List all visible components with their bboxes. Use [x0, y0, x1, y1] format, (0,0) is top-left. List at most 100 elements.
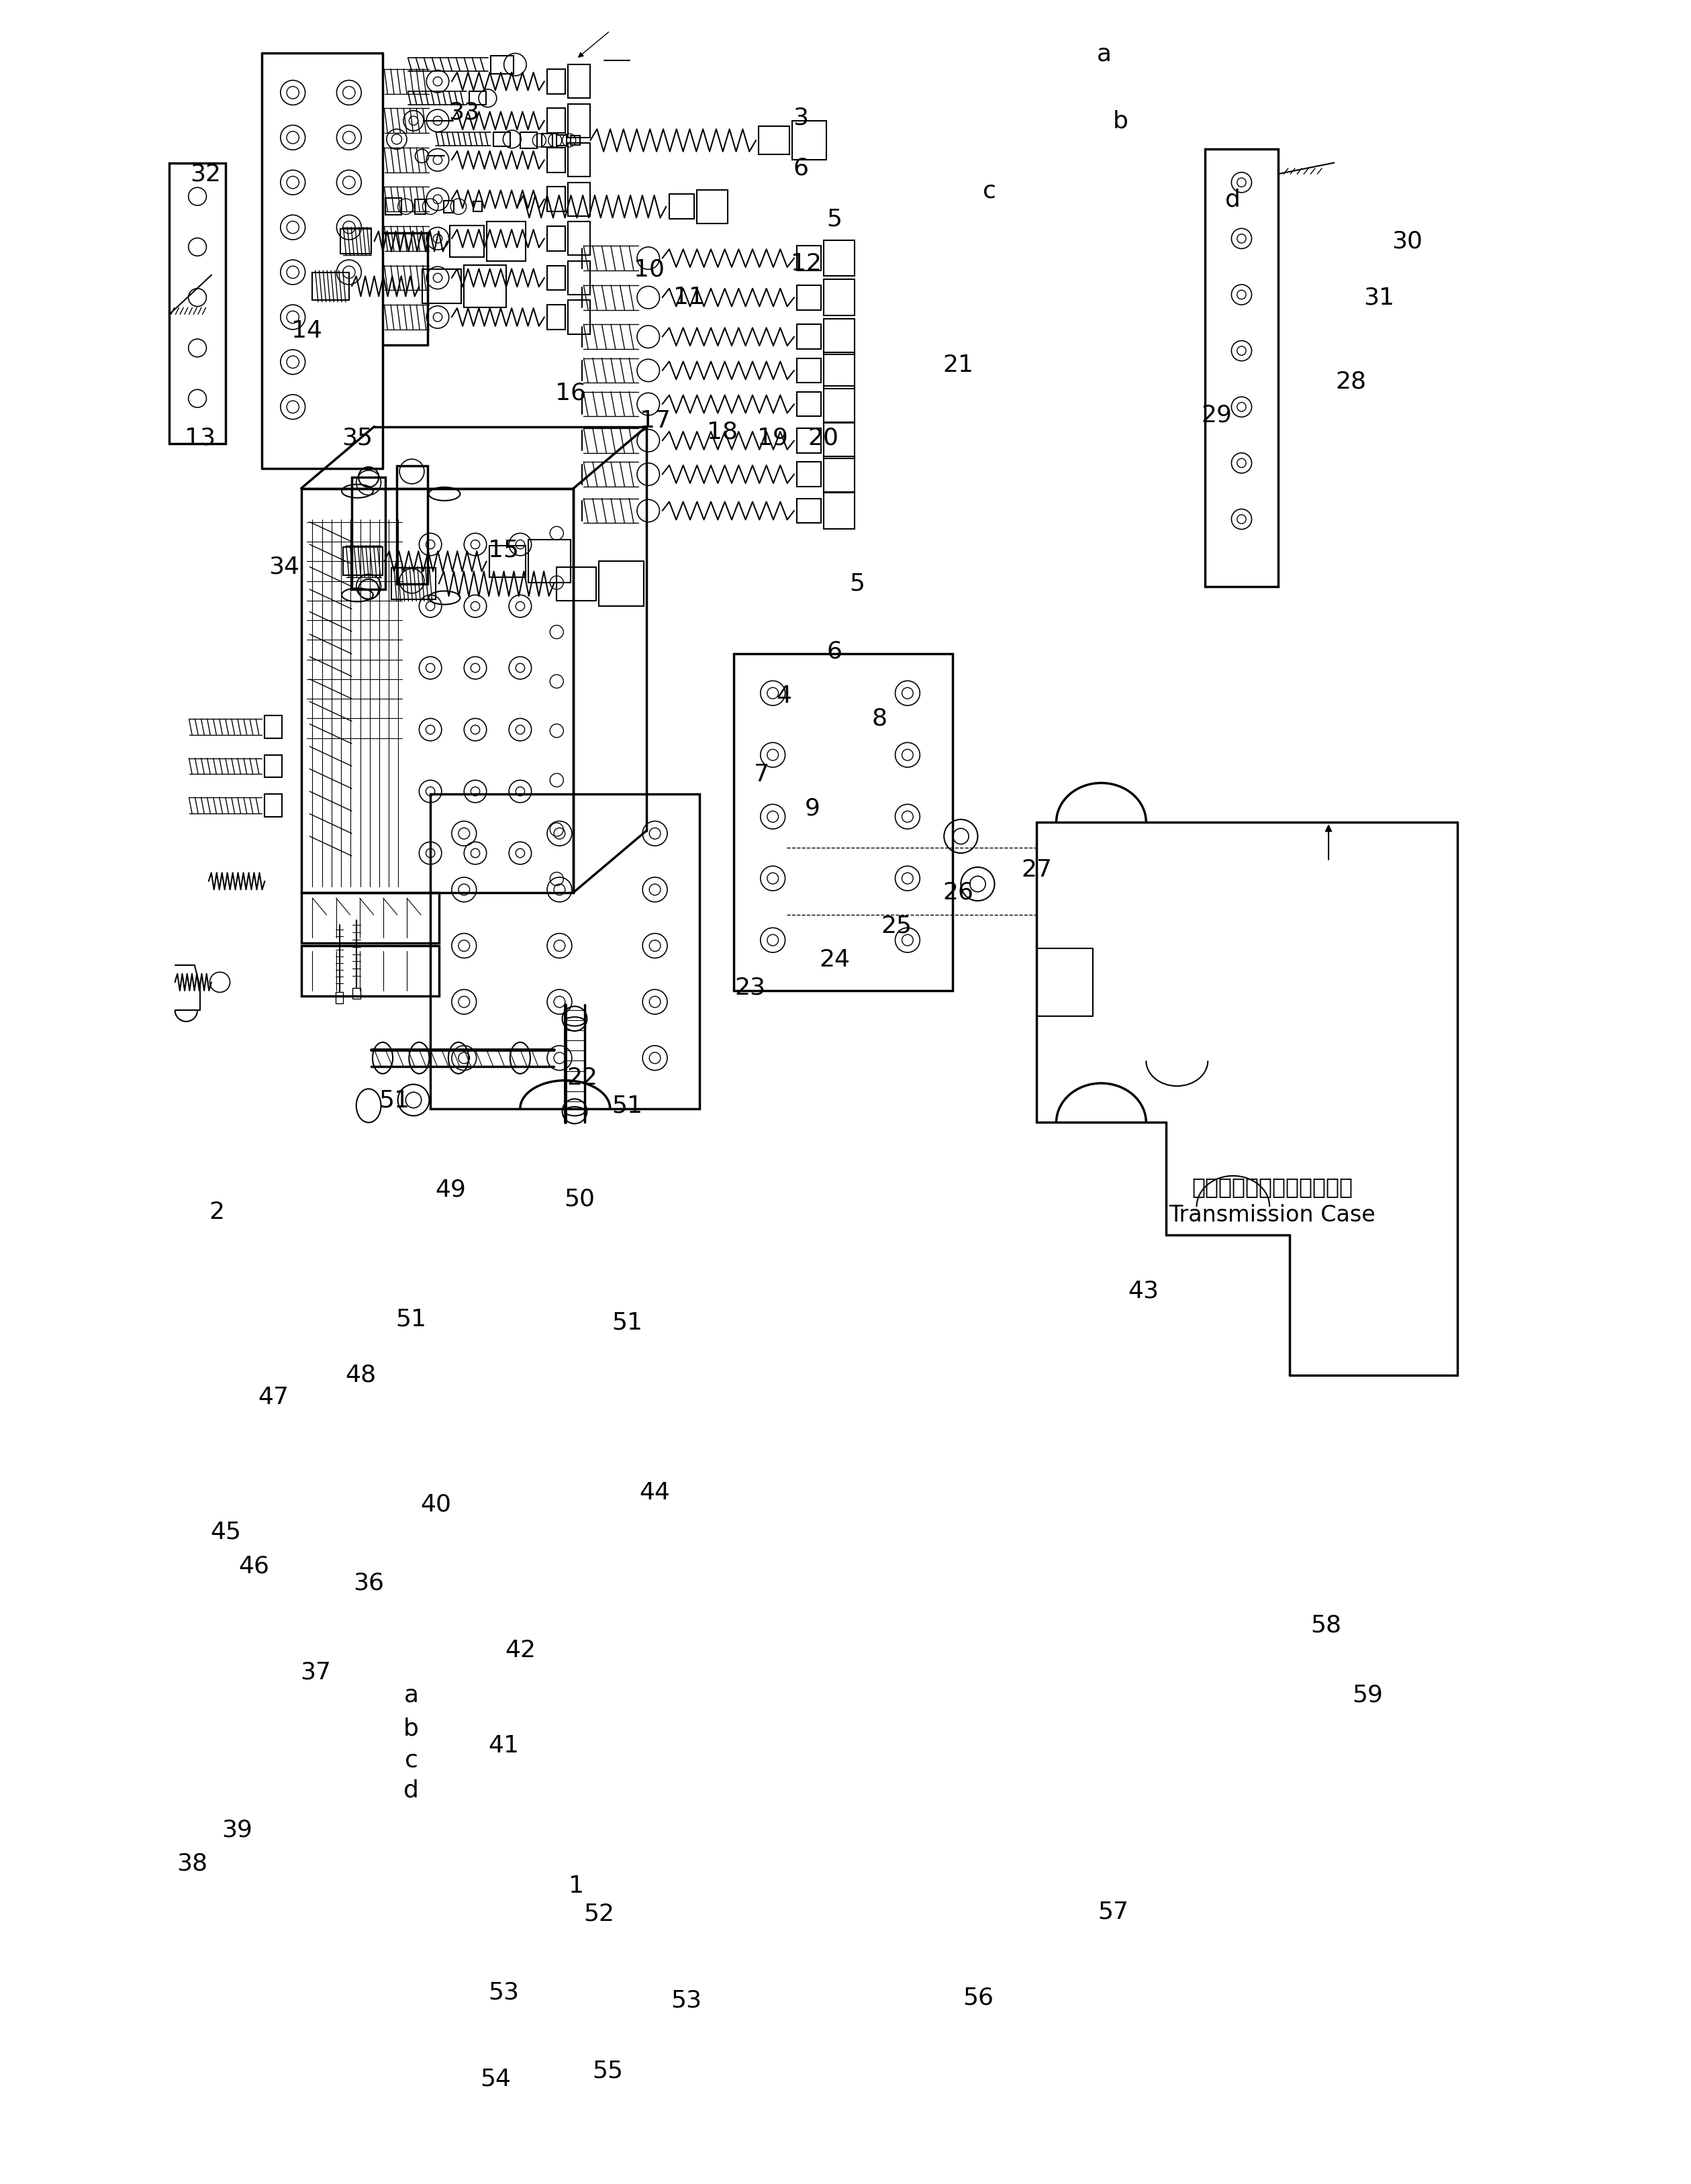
- Bar: [824, 494, 854, 529]
- Text: 9: 9: [805, 797, 820, 819]
- Text: 19: 19: [758, 426, 788, 450]
- Text: 5: 5: [849, 572, 864, 594]
- Text: 47: 47: [257, 1387, 289, 1409]
- Bar: [599, 561, 644, 607]
- Bar: [352, 987, 360, 998]
- Text: 6: 6: [827, 640, 842, 662]
- Bar: [568, 144, 590, 177]
- Bar: [824, 319, 854, 354]
- Bar: [301, 893, 438, 943]
- Text: 53: 53: [671, 1990, 702, 2011]
- Bar: [824, 456, 854, 491]
- Text: 12: 12: [791, 253, 822, 275]
- Text: 8: 8: [871, 708, 888, 729]
- Text: 50: 50: [565, 1188, 595, 1210]
- Bar: [568, 260, 590, 295]
- Bar: [568, 299, 590, 334]
- Bar: [556, 568, 595, 601]
- Bar: [796, 286, 822, 310]
- Text: 11: 11: [673, 286, 703, 308]
- Bar: [313, 273, 348, 299]
- Text: 51: 51: [396, 1308, 426, 1330]
- Bar: [824, 352, 854, 389]
- Bar: [335, 992, 343, 1002]
- Text: 23: 23: [736, 976, 766, 1000]
- Text: 41: 41: [489, 1734, 519, 1756]
- Bar: [494, 133, 511, 146]
- Text: c: c: [982, 179, 996, 203]
- Text: 20: 20: [808, 426, 839, 450]
- Bar: [670, 194, 695, 218]
- Bar: [423, 269, 462, 304]
- Bar: [265, 756, 282, 778]
- Bar: [548, 306, 565, 330]
- Bar: [796, 428, 822, 452]
- Text: 1: 1: [568, 1874, 583, 1898]
- Bar: [796, 358, 822, 382]
- Text: 3: 3: [793, 107, 808, 129]
- Text: 49: 49: [435, 1179, 467, 1201]
- Bar: [796, 325, 822, 349]
- Text: 45: 45: [211, 1520, 242, 1544]
- Text: 55: 55: [592, 2060, 624, 2084]
- Text: 43: 43: [1128, 1280, 1158, 1302]
- Text: 42: 42: [504, 1638, 536, 1662]
- Text: 22: 22: [566, 1066, 597, 1090]
- Bar: [548, 70, 565, 94]
- Bar: [568, 223, 590, 256]
- Bar: [443, 201, 453, 212]
- Bar: [1206, 149, 1278, 587]
- Text: 59: 59: [1353, 1684, 1383, 1706]
- Bar: [391, 568, 436, 598]
- Text: 5: 5: [827, 207, 842, 229]
- Bar: [521, 133, 538, 149]
- Text: 6: 6: [793, 157, 808, 179]
- Bar: [265, 795, 282, 817]
- Text: 16: 16: [555, 382, 587, 404]
- Text: a: a: [1097, 41, 1111, 66]
- Text: 17: 17: [639, 411, 670, 432]
- Bar: [352, 476, 386, 590]
- Bar: [301, 946, 438, 996]
- Text: 35: 35: [342, 426, 372, 450]
- Text: 29: 29: [1201, 404, 1231, 426]
- Text: 53: 53: [489, 1981, 519, 2005]
- Text: 30: 30: [1392, 229, 1422, 253]
- Bar: [450, 225, 484, 258]
- Text: 25: 25: [881, 915, 911, 937]
- Text: d: d: [404, 1780, 419, 1802]
- Bar: [793, 120, 827, 159]
- Bar: [734, 653, 952, 992]
- Bar: [548, 266, 565, 290]
- Text: 28: 28: [1336, 371, 1366, 393]
- Text: 56: 56: [962, 1987, 994, 2009]
- Text: 7: 7: [754, 762, 769, 786]
- Text: 21: 21: [942, 354, 974, 376]
- Bar: [468, 92, 485, 105]
- Text: 15: 15: [489, 539, 519, 561]
- Text: 58: 58: [1311, 1614, 1341, 1636]
- Text: 33: 33: [448, 100, 480, 124]
- Text: 39: 39: [222, 1819, 252, 1841]
- Bar: [541, 133, 553, 146]
- Text: 51: 51: [612, 1310, 643, 1334]
- Text: 57: 57: [1097, 1900, 1128, 1924]
- Bar: [824, 387, 854, 422]
- Text: 51: 51: [379, 1088, 409, 1112]
- Bar: [463, 264, 506, 308]
- Bar: [489, 546, 526, 577]
- Text: 38: 38: [178, 1852, 208, 1874]
- Bar: [572, 135, 580, 144]
- Text: 40: 40: [421, 1492, 451, 1516]
- Bar: [265, 716, 282, 738]
- Text: 26: 26: [942, 880, 974, 904]
- Text: 44: 44: [639, 1481, 670, 1505]
- Bar: [759, 127, 790, 155]
- Text: a: a: [404, 1684, 419, 1706]
- Text: 48: 48: [345, 1363, 375, 1387]
- Bar: [568, 183, 590, 216]
- Text: 18: 18: [707, 422, 737, 443]
- Bar: [386, 199, 401, 214]
- Bar: [824, 240, 854, 275]
- Text: 37: 37: [301, 1662, 331, 1684]
